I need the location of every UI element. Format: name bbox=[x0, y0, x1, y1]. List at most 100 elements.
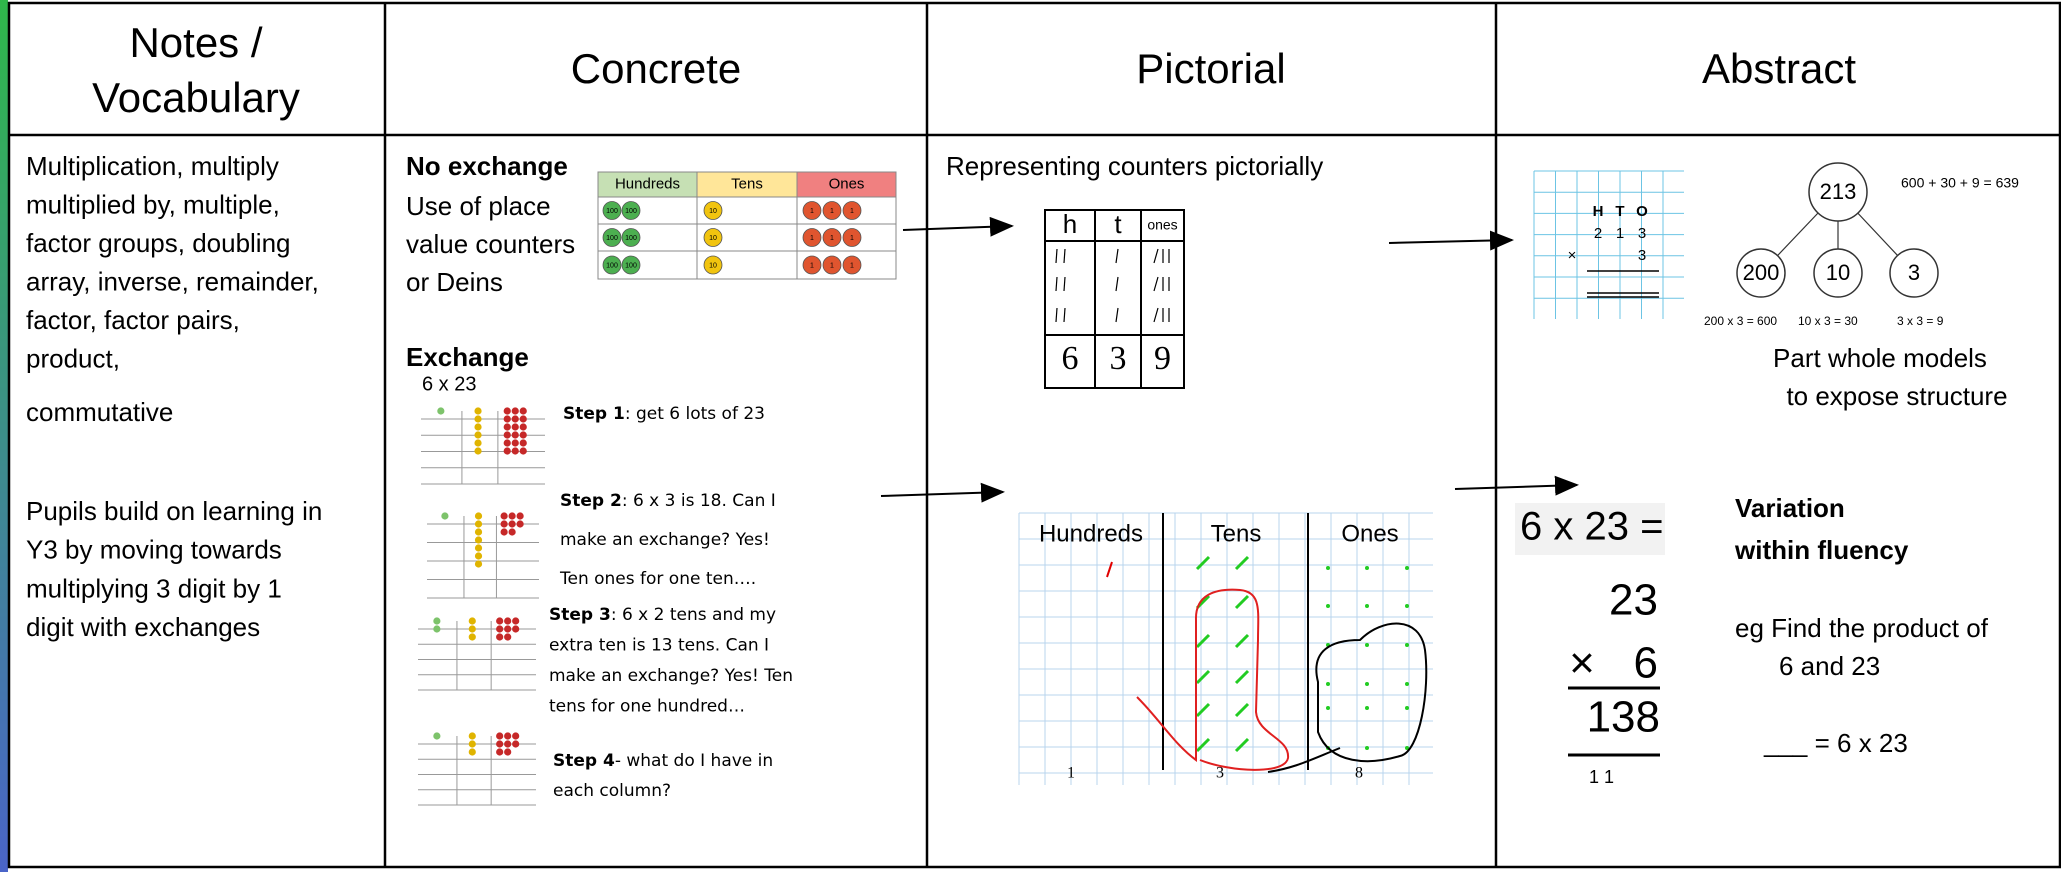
counter-label: 1 bbox=[830, 262, 834, 269]
green-slash bbox=[1195, 633, 1211, 649]
step-text: Step 2: 6 x 3 is 18. Can I bbox=[560, 491, 776, 511]
picture-counter bbox=[496, 732, 504, 740]
vocabulary-line: product, bbox=[26, 343, 120, 373]
vocabulary-line: array, inverse, remainder, bbox=[26, 266, 319, 296]
stroke bbox=[1153, 276, 1159, 292]
chart-total: 8 bbox=[1355, 765, 1363, 782]
picture-counter bbox=[511, 415, 519, 423]
green-dot bbox=[1405, 604, 1409, 608]
picture-counter bbox=[503, 407, 511, 415]
handwritten-total: 9 bbox=[1154, 340, 1171, 377]
digit: 3 bbox=[1638, 247, 1646, 264]
chart-total: 1 bbox=[1067, 765, 1075, 782]
picture-counter bbox=[474, 407, 482, 415]
green-dot bbox=[1326, 706, 1330, 710]
picture-counter bbox=[468, 748, 476, 756]
step-text: : 6 x 3 is 18. Can I bbox=[622, 491, 776, 511]
description-line: Pupils build on learning in bbox=[26, 496, 322, 526]
green-dot bbox=[1405, 746, 1409, 750]
chart-header: Ones bbox=[1341, 520, 1398, 547]
green-slash bbox=[1234, 737, 1250, 753]
counter bbox=[822, 255, 842, 275]
counter bbox=[802, 255, 822, 275]
picture-counter bbox=[516, 512, 524, 520]
counter bbox=[842, 228, 862, 247]
picture-counter bbox=[503, 423, 511, 431]
counter-label: 100 bbox=[625, 262, 637, 269]
counter bbox=[621, 201, 641, 220]
picture-counter bbox=[433, 617, 441, 625]
picture-counter bbox=[516, 520, 524, 528]
picture-counter bbox=[468, 732, 476, 740]
chart-header: Hundreds bbox=[1039, 520, 1143, 547]
green-dot bbox=[1365, 604, 1369, 608]
vocabulary-line: Multiplication, multiply bbox=[26, 151, 279, 181]
picture-counter bbox=[504, 748, 512, 756]
question-bg bbox=[1515, 503, 1665, 555]
step-text: : 6 x 2 tens and my bbox=[611, 605, 776, 625]
part: 200 bbox=[1743, 260, 1780, 285]
step-text: make an exchange? Yes! Ten bbox=[549, 666, 793, 686]
step-text: tens for one hundred… bbox=[549, 697, 745, 717]
column-header: O bbox=[1636, 203, 1648, 220]
picture-counter bbox=[433, 625, 441, 633]
picture-counter bbox=[519, 447, 527, 455]
counter bbox=[822, 201, 842, 220]
header: Concrete bbox=[571, 45, 741, 92]
picture-counter bbox=[474, 544, 483, 552]
variation-title: within fluency bbox=[1734, 535, 1909, 565]
description-line: digit with exchanges bbox=[26, 612, 260, 642]
section-title: Exchange bbox=[406, 342, 529, 372]
section-text: Use of place bbox=[406, 191, 551, 221]
green-dot bbox=[1405, 643, 1409, 647]
tally-table bbox=[1044, 209, 1185, 389]
column-header: H bbox=[1593, 203, 1604, 220]
chart-total: 3 bbox=[1216, 765, 1224, 782]
table-header: h bbox=[1063, 209, 1077, 239]
picture-counter bbox=[512, 732, 520, 740]
picture-counter bbox=[511, 447, 519, 455]
black-tail bbox=[1267, 747, 1341, 773]
picture-counter bbox=[504, 740, 512, 748]
picture-counter bbox=[474, 528, 483, 536]
counter-label: 100 bbox=[625, 235, 637, 242]
header: Pictorial bbox=[1136, 45, 1285, 92]
section-text: or Deins bbox=[406, 267, 503, 297]
table-header-cell bbox=[597, 171, 698, 198]
sum: 600 + 30 + 9 = 639 bbox=[1901, 175, 2019, 191]
picture-counter bbox=[474, 423, 482, 431]
counter bbox=[802, 228, 822, 247]
stroke bbox=[1055, 248, 1058, 264]
green-dot bbox=[1365, 566, 1369, 570]
counter-label: 1 bbox=[830, 235, 834, 242]
green-dot bbox=[1405, 682, 1409, 686]
counter bbox=[602, 201, 622, 220]
description-line: multiplying 3 digit by 1 bbox=[26, 573, 282, 603]
picture-counter bbox=[504, 633, 512, 641]
counter-label: 10 bbox=[709, 208, 717, 215]
section-text: value counters bbox=[406, 229, 575, 259]
counter-label: 1 bbox=[850, 208, 854, 215]
picture-counter bbox=[441, 512, 449, 520]
stroke bbox=[1055, 307, 1058, 323]
step-text: - what do I have in bbox=[615, 751, 773, 771]
picture-counter bbox=[504, 732, 512, 740]
product: 3 x 3 = 9 bbox=[1897, 314, 1944, 328]
picture-counter bbox=[504, 617, 512, 625]
picture-counter bbox=[519, 423, 527, 431]
picture-counter bbox=[496, 617, 504, 625]
counter bbox=[602, 255, 622, 275]
caption: Part whole models bbox=[1773, 343, 1987, 373]
counter-label: 100 bbox=[606, 208, 618, 215]
side-strip bbox=[0, 0, 8, 872]
part: 3 bbox=[1908, 260, 1920, 285]
picture-counter bbox=[503, 415, 511, 423]
digit: 1 bbox=[1616, 225, 1624, 242]
picture-counter bbox=[474, 431, 482, 439]
picture-counter bbox=[474, 512, 483, 520]
written-sign: × bbox=[1569, 639, 1595, 688]
variation-text: ___ = 6 x 23 bbox=[1763, 728, 1908, 758]
header: Abstract bbox=[1702, 45, 1856, 92]
written-answer: 138 bbox=[1587, 693, 1660, 742]
